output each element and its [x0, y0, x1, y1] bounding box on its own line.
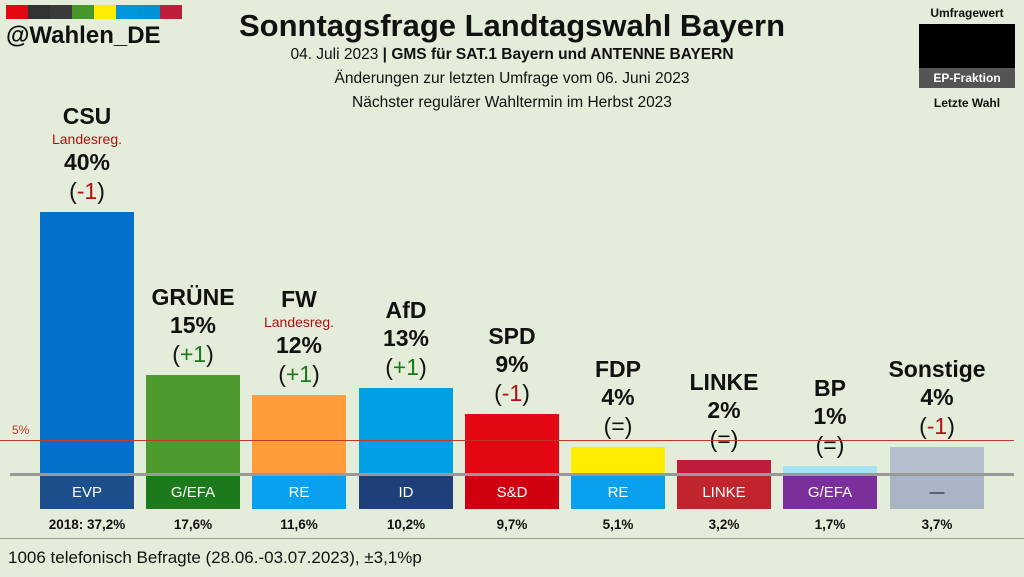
- last-election-fw: 11,6%: [280, 517, 318, 532]
- ep-fraction-gr-ne: G/EFA: [146, 476, 240, 509]
- last-election-linke: 3,2%: [708, 517, 740, 532]
- poll-value: 40%: [63, 149, 111, 175]
- last-election-afd: 10,2%: [386, 517, 426, 532]
- change-value: (=): [709, 426, 739, 452]
- ep-fraction-bp: G/EFA: [783, 476, 877, 509]
- bar-linke: [677, 460, 771, 473]
- brand-stripe: [94, 5, 116, 19]
- bar-sonstige: [890, 447, 984, 473]
- last-election-gr-ne: 17,6%: [173, 517, 213, 532]
- bar-label-bp: BP 1% (=): [770, 374, 890, 460]
- brand-stripe: [50, 5, 72, 19]
- last-election-bp: 1,7%: [814, 517, 846, 532]
- poll-institute: GMS für SAT.1 Bayern und ANTENNE BAYERN: [391, 46, 734, 63]
- brand-stripe: [160, 5, 182, 19]
- bar-gr-ne: [146, 375, 240, 473]
- next-election-note: Nächster regulärer Wahltermin im Herbst …: [352, 94, 672, 111]
- ep-fraction-spd: S&D: [465, 476, 559, 509]
- change-value: (+1): [172, 341, 214, 367]
- bar-afd: [359, 388, 453, 473]
- party-name: CSU: [62, 103, 112, 129]
- bar-spd: [465, 414, 559, 473]
- poll-value: 12%: [275, 332, 323, 358]
- bar-bp: [783, 466, 877, 473]
- party-name: AfD: [385, 297, 427, 323]
- change-value: (=): [603, 413, 633, 439]
- poll-date: 04. Juli 2023: [290, 46, 379, 63]
- bar-label-fdp: FDP 4% (=): [558, 355, 678, 441]
- last-election-sonstige: 3,7%: [921, 517, 953, 532]
- party-name: FDP: [595, 356, 641, 382]
- change-value: (-1): [494, 380, 530, 406]
- bar-label-linke: LINKE 2% (=): [664, 368, 784, 454]
- bar-label-sonstige: Sonstige 4% (-1): [877, 355, 997, 441]
- bar-label-fw: FW Landesreg. 12% (+1): [239, 285, 359, 389]
- poll-value: 4%: [920, 384, 954, 410]
- bar-label-spd: SPD 9% (-1): [452, 322, 572, 408]
- page-title: Sonntagsfrage Landtagswahl Bayern: [238, 8, 786, 43]
- bar-fw: [252, 395, 346, 473]
- brand-stripe: [138, 5, 160, 19]
- separator: |: [382, 46, 388, 63]
- brand-stripe: [28, 5, 50, 19]
- change-value: (-1): [919, 413, 955, 439]
- changes-note: Änderungen zur letzten Umfrage vom 06. J…: [334, 70, 690, 87]
- ep-fraction-sonstige: —: [890, 476, 984, 509]
- change-value: (=): [815, 432, 845, 458]
- bar-fdp: [571, 447, 665, 473]
- party-name: BP: [814, 375, 846, 401]
- poll-value: 2%: [707, 397, 741, 423]
- party-name: LINKE: [689, 369, 759, 395]
- party-name: GRÜNE: [151, 284, 235, 310]
- poll-value: 1%: [813, 403, 847, 429]
- threshold-line: [0, 440, 1014, 442]
- legend-ep-fraction-label: EP-Fraktion: [919, 68, 1015, 88]
- bar-label-gr-ne: GRÜNE 15% (+1): [133, 283, 253, 369]
- ep-fraction-linke: LINKE: [677, 476, 771, 509]
- party-name: SPD: [488, 323, 536, 349]
- change-value: (-1): [69, 178, 105, 204]
- last-election-fdp: 5,1%: [602, 517, 634, 532]
- last-election-csu: 2018: 37,2%: [48, 517, 126, 532]
- brand-stripe: [6, 5, 28, 19]
- change-value: (+1): [278, 361, 320, 387]
- bar-csu: [40, 212, 134, 473]
- legend-bar-swatch: [919, 24, 1015, 68]
- government-badge: Landesreg.: [51, 131, 123, 147]
- footer-note: 1006 telefonisch Befragte (28.06.-03.07.…: [8, 548, 422, 567]
- threshold-label: 5%: [12, 423, 30, 438]
- ep-fraction-afd: ID: [359, 476, 453, 509]
- bar-label-afd: AfD 13% (+1): [346, 296, 466, 382]
- ep-fraction-csu: EVP: [40, 476, 134, 509]
- ep-fraction-fdp: RE: [571, 476, 665, 509]
- party-name: FW: [281, 286, 317, 312]
- poll-value: 13%: [382, 325, 430, 351]
- subtitle-line-1: 04. Juli 2023 | GMS für SAT.1 Bayern und…: [0, 46, 1024, 64]
- bar-label-csu: CSU Landesreg. 40% (-1): [27, 102, 147, 206]
- footer-divider: [0, 538, 1024, 539]
- last-election-spd: 9,7%: [496, 517, 528, 532]
- legend-last-election-label: Letzte Wahl: [933, 96, 1001, 110]
- poll-value: 9%: [495, 351, 529, 377]
- brand-stripe: [72, 5, 94, 19]
- poll-value: 15%: [169, 312, 217, 338]
- party-name: Sonstige: [888, 356, 986, 382]
- baseline: [10, 473, 1014, 476]
- legend-poll-value-label: Umfragewert: [930, 6, 1004, 20]
- account-handle: @Wahlen_DE: [6, 22, 161, 49]
- brand-stripe: [116, 5, 138, 19]
- ep-fraction-fw: RE: [252, 476, 346, 509]
- government-badge: Landesreg.: [263, 314, 335, 330]
- change-value: (+1): [385, 354, 427, 380]
- poll-value: 4%: [601, 384, 635, 410]
